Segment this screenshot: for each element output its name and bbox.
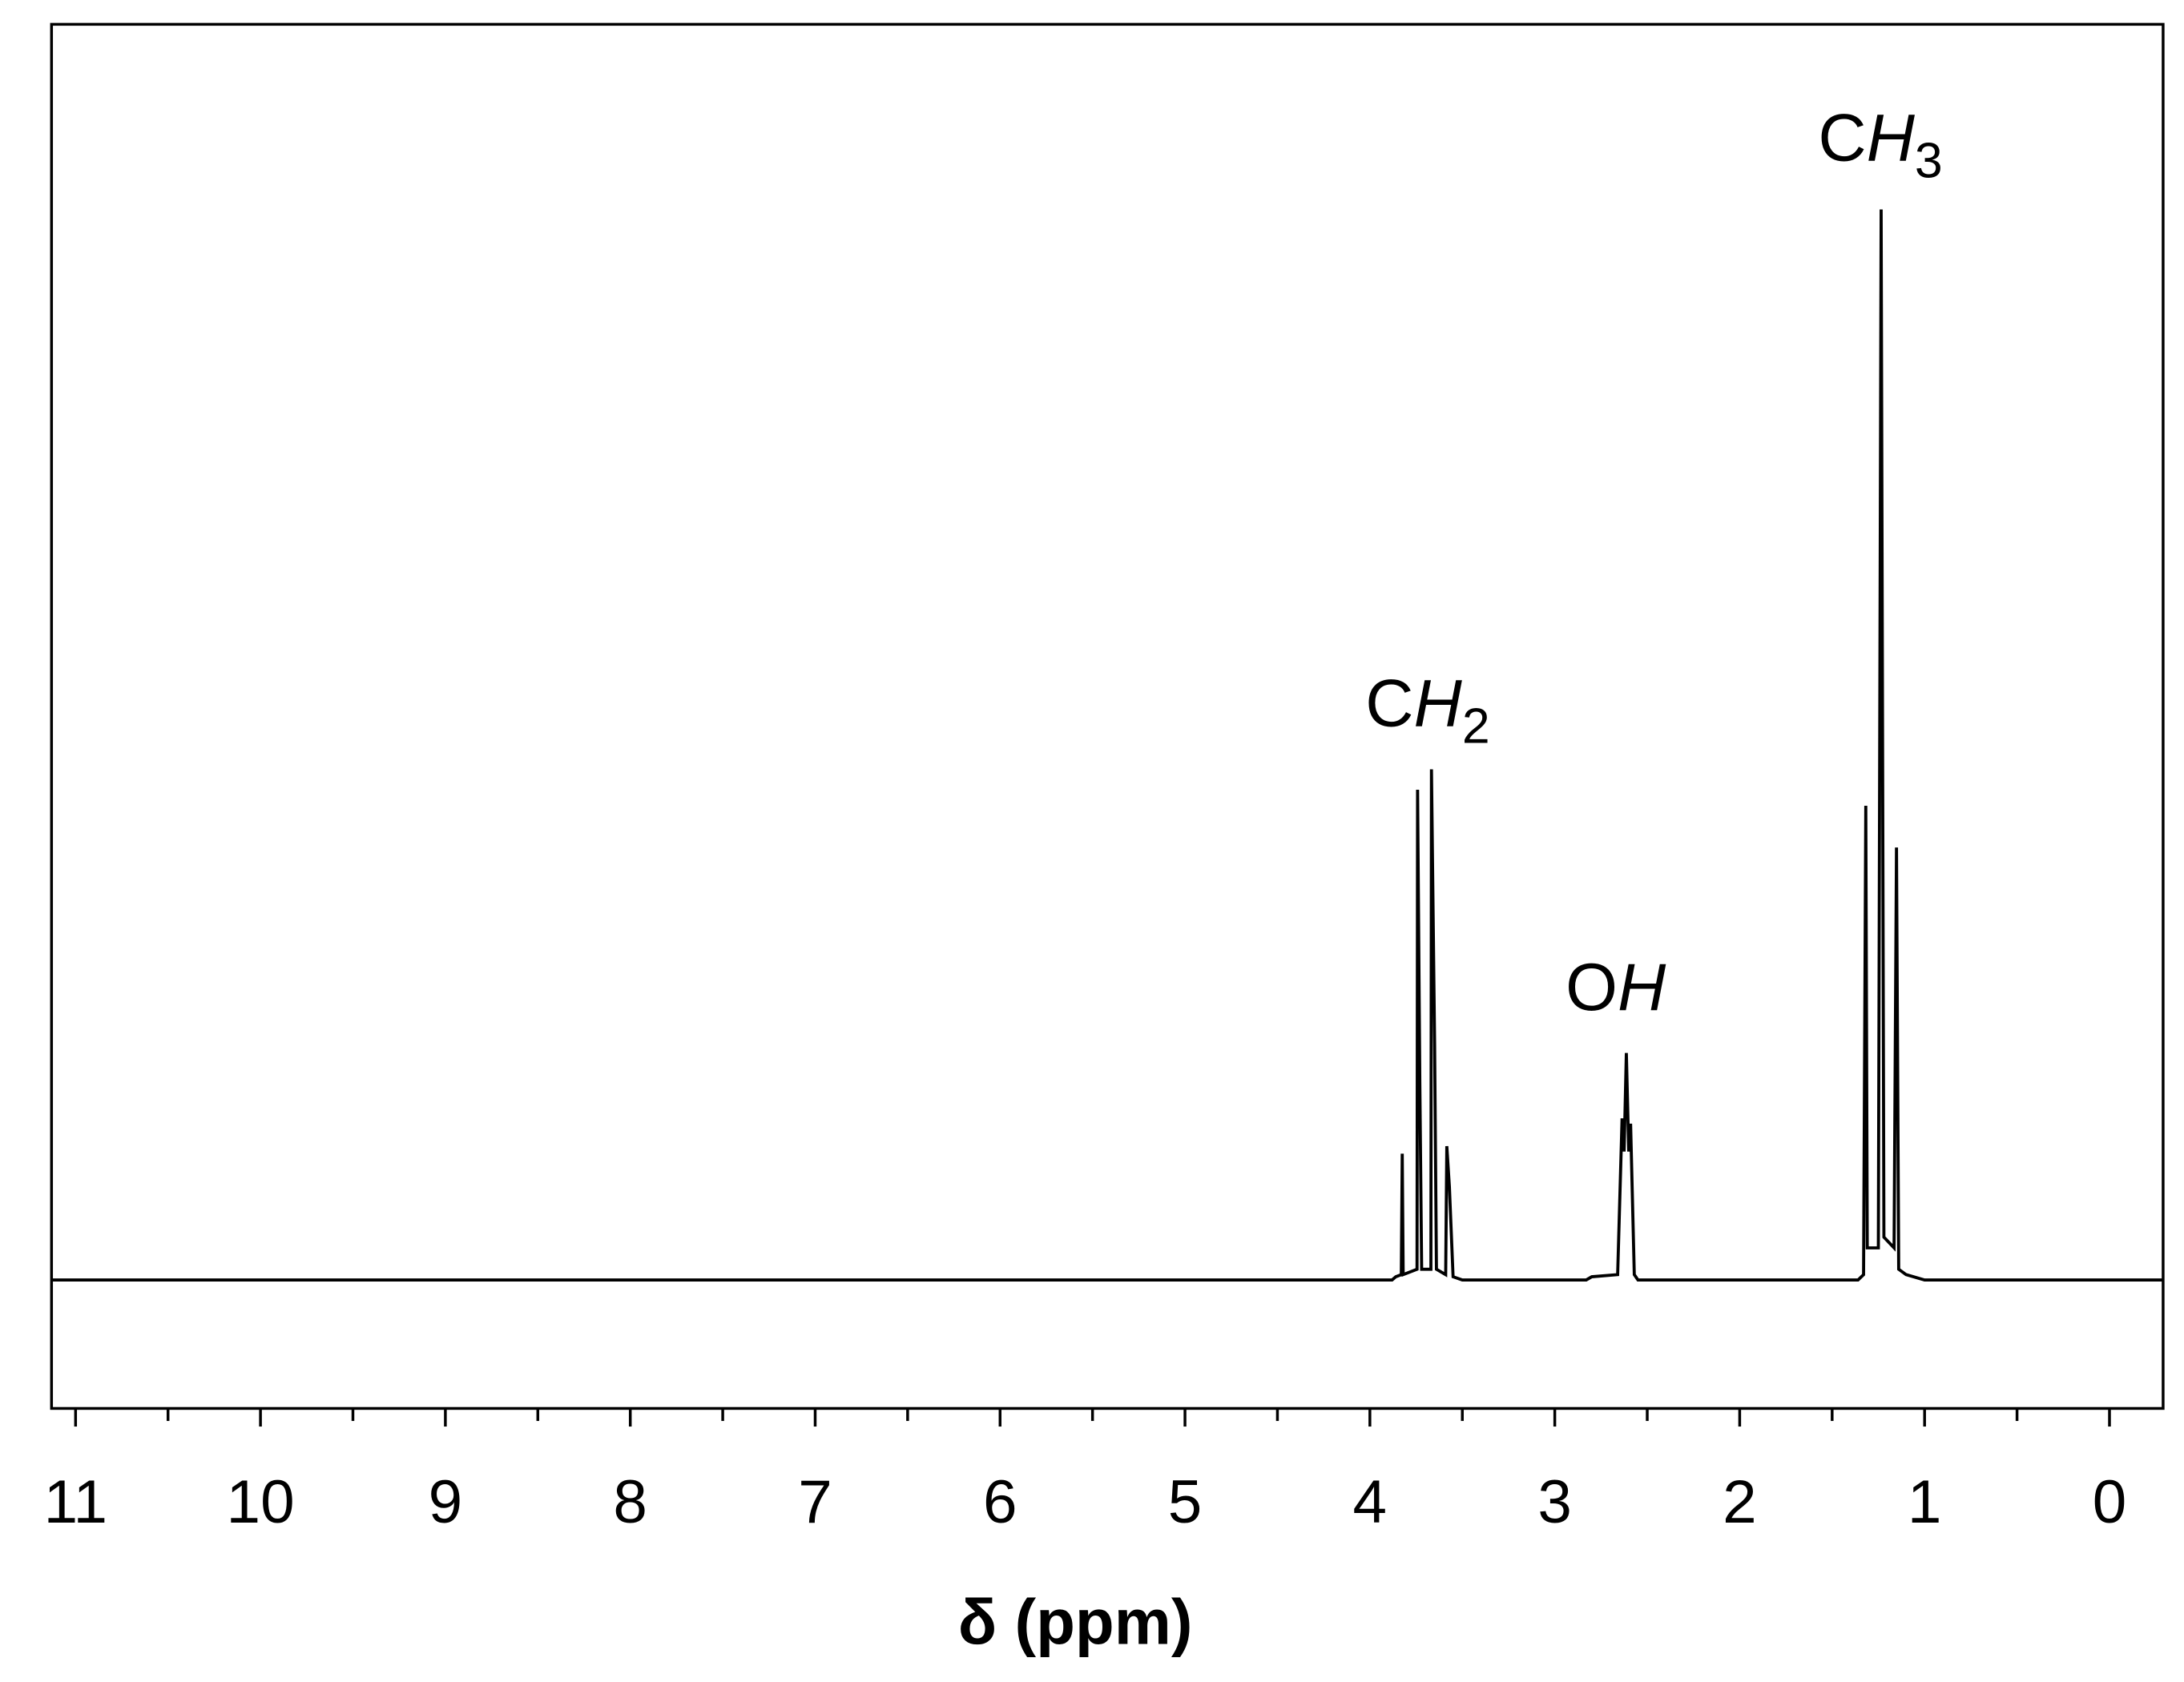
x-tick-label: 10: [227, 1468, 295, 1536]
annotation-atom-italic: H: [1618, 949, 1666, 1024]
x-tick-label: 1: [1908, 1468, 1942, 1536]
annotation-subscript: 3: [1915, 133, 1943, 189]
spectrum-line: [51, 209, 2163, 1282]
x-tick-label: 2: [1723, 1468, 1757, 1536]
x-tick-label: 8: [613, 1468, 647, 1536]
x-tick-label: 0: [2093, 1468, 2127, 1536]
annotation-subscript: 2: [1462, 698, 1490, 754]
x-tick-label: 3: [1537, 1468, 1572, 1536]
x-tick-label: 4: [1353, 1468, 1388, 1536]
x-tick-label: 5: [1168, 1468, 1203, 1536]
x-tick-label: 11: [44, 1468, 107, 1536]
annotation-atom: O: [1565, 949, 1618, 1024]
plot-frame: [50, 22, 2165, 1410]
x-tick-label: 9: [429, 1468, 463, 1536]
x-axis-label: δ (ppm): [958, 1586, 1193, 1657]
annotation-atom-italic: H: [1414, 666, 1463, 741]
annotation-atom: C: [1365, 666, 1413, 741]
peak-annotation: CH2: [1365, 666, 1489, 754]
peak-annotation: OH: [1565, 949, 1666, 1024]
x-tick-label: 6: [983, 1468, 1017, 1536]
annotation-atom-italic: H: [1867, 100, 1916, 175]
annotation-atom: C: [1818, 100, 1866, 175]
x-tick-label: 7: [798, 1468, 832, 1536]
peak-annotation: CH3: [1818, 100, 1942, 189]
